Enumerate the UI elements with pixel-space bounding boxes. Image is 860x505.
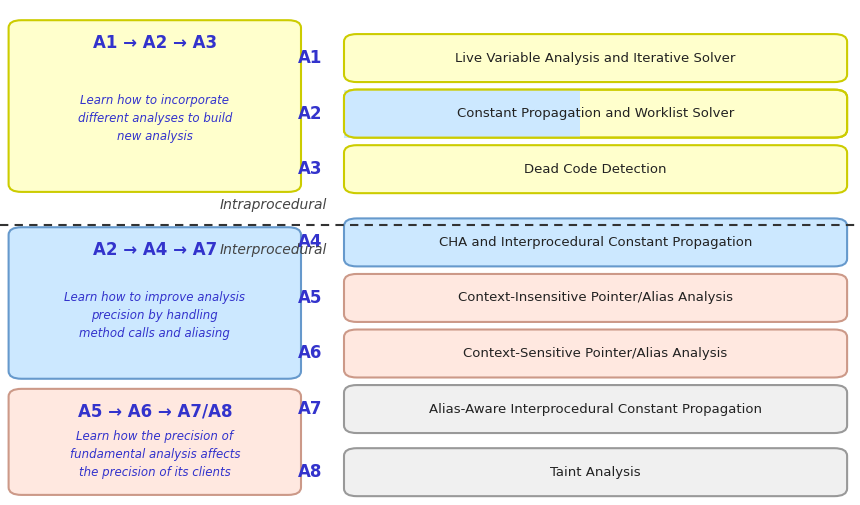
FancyBboxPatch shape: [9, 20, 301, 192]
Text: A2 → A4 → A7: A2 → A4 → A7: [93, 241, 217, 259]
FancyBboxPatch shape: [344, 274, 847, 322]
Text: Context-Insensitive Pointer/Alias Analysis: Context-Insensitive Pointer/Alias Analys…: [458, 291, 733, 305]
Text: Dead Code Detection: Dead Code Detection: [525, 163, 666, 176]
Text: CHA and Interprocedural Constant Propagation: CHA and Interprocedural Constant Propaga…: [439, 236, 752, 249]
Text: Context-Sensitive Pointer/Alias Analysis: Context-Sensitive Pointer/Alias Analysis: [464, 347, 728, 360]
FancyBboxPatch shape: [344, 34, 847, 82]
Text: A5: A5: [298, 289, 322, 307]
Text: Interprocedural: Interprocedural: [219, 243, 327, 257]
FancyBboxPatch shape: [344, 329, 847, 378]
Text: A1: A1: [298, 49, 322, 67]
FancyBboxPatch shape: [344, 448, 847, 496]
Text: Constant Propagation and Worklist Solver: Constant Propagation and Worklist Solver: [457, 107, 734, 120]
Text: A5 → A6 → A7/A8: A5 → A6 → A7/A8: [77, 402, 232, 421]
Text: A7: A7: [298, 400, 322, 418]
Text: Learn how to incorporate
different analyses to build
new analysis: Learn how to incorporate different analy…: [77, 94, 232, 143]
Text: Live Variable Analysis and Iterative Solver: Live Variable Analysis and Iterative Sol…: [455, 52, 736, 65]
Text: Learn how to improve analysis
precision by handling
method calls and aliasing: Learn how to improve analysis precision …: [64, 291, 245, 340]
Text: A3: A3: [298, 160, 322, 178]
FancyBboxPatch shape: [344, 145, 847, 193]
Bar: [344, 90, 580, 137]
Text: Alias-Aware Interprocedural Constant Propagation: Alias-Aware Interprocedural Constant Pro…: [429, 402, 762, 416]
Text: A4: A4: [298, 233, 322, 251]
FancyBboxPatch shape: [344, 385, 847, 433]
Text: A2: A2: [298, 105, 322, 123]
Text: Intraprocedural: Intraprocedural: [219, 197, 327, 212]
FancyBboxPatch shape: [344, 218, 847, 267]
FancyBboxPatch shape: [344, 90, 847, 137]
Text: A6: A6: [298, 344, 322, 363]
Text: A8: A8: [298, 463, 322, 481]
FancyBboxPatch shape: [9, 227, 301, 379]
Text: Taint Analysis: Taint Analysis: [550, 466, 641, 479]
Text: A1 → A2 → A3: A1 → A2 → A3: [93, 34, 217, 52]
Text: Learn how the precision of
fundamental analysis affects
the precision of its cli: Learn how the precision of fundamental a…: [70, 430, 240, 479]
FancyBboxPatch shape: [9, 389, 301, 495]
